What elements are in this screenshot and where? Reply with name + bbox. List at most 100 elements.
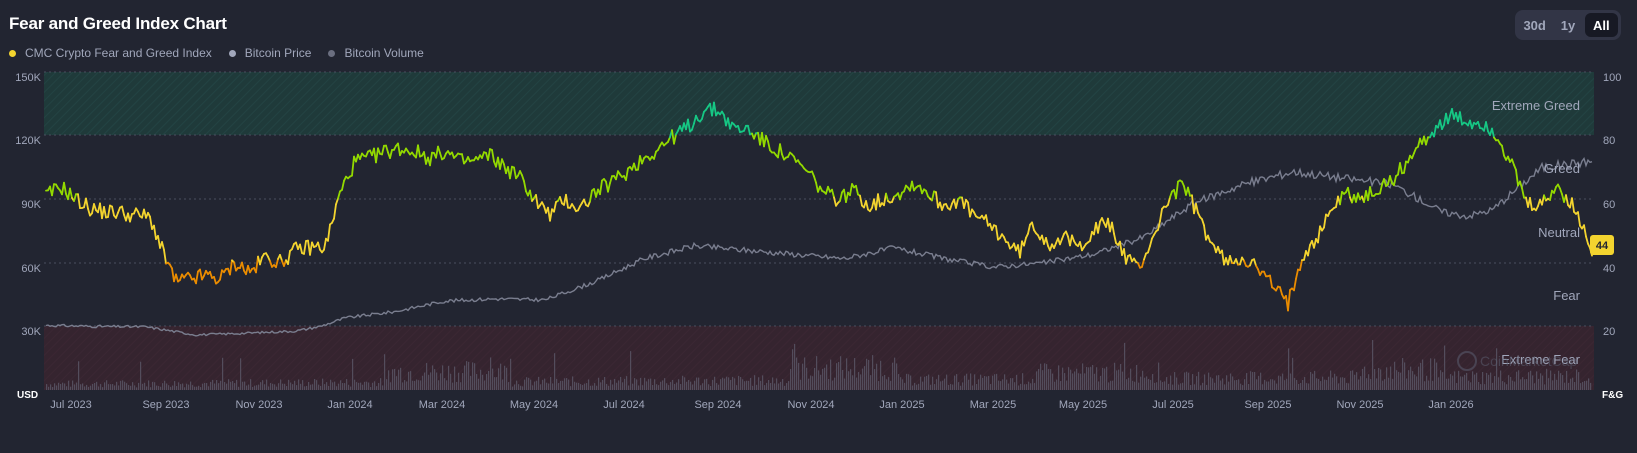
volume-bar [926,375,928,390]
volume-bar [1028,381,1030,390]
legend-item-fear-greed[interactable]: CMC Crypto Fear and Greed Index [9,46,212,60]
volume-bar [1298,383,1300,390]
volume-bar [676,382,678,390]
page-title: Fear and Greed Index Chart [9,14,227,33]
volume-bar [334,381,336,390]
x-tick-label: May 2024 [510,399,558,411]
fear-greed-segment [153,224,157,241]
range-30d-button[interactable]: 30d [1523,17,1546,33]
volume-bar [782,379,784,390]
fear-greed-segment [1007,241,1011,250]
volume-bar [788,381,790,390]
volume-bar [512,386,514,390]
volume-bar [366,381,368,390]
volume-bar [968,379,970,390]
volume-bar [1248,383,1250,390]
volume-bar [420,380,422,390]
fear-greed-segment [269,260,273,268]
x-tick-label: Sep 2025 [1244,399,1291,411]
volume-bar [454,366,456,390]
volume-bar [776,378,778,390]
volume-bar [1328,376,1330,390]
volume-bar [1442,372,1444,390]
volume-bar [1500,370,1502,390]
volume-bar [1290,373,1292,390]
volume-bar [696,377,698,390]
volume-bar [1046,364,1048,390]
fear-greed-segment [625,167,629,182]
volume-bar [654,379,656,390]
volume-bar [1210,377,1212,390]
volume-bar [1006,379,1008,390]
volume-bar [1310,371,1312,390]
volume-bar [1154,382,1156,390]
volume-bar [364,381,366,390]
volume-bar [116,381,118,390]
volume-bar [1034,383,1036,390]
coinmarketcap-logo-icon [1457,351,1477,371]
volume-bar [236,379,238,390]
volume-bar [674,383,676,390]
fear-greed-segment [1065,230,1069,238]
volume-bar [1334,373,1336,390]
fear-greed-segment [691,122,695,131]
volume-bar [672,379,674,390]
volume-bar [220,380,222,390]
range-all-button[interactable]: All [1584,13,1618,37]
fear-greed-segment [255,255,259,274]
volume-bar [296,385,298,390]
fear-greed-segment [175,273,179,283]
fear-greed-segment [911,180,915,192]
fear-greed-segment [641,157,645,165]
volume-bar [858,372,860,390]
fear-greed-segment [1565,194,1569,207]
volume-bar [1082,363,1084,390]
volume-bar [352,358,354,390]
volume-bar [452,382,454,390]
volume-bar [1152,374,1154,390]
fear-greed-segment [229,259,233,276]
volume-bar [90,385,92,390]
volume-bar [1322,376,1324,390]
volume-bar [1540,373,1542,390]
volume-bar [120,380,122,390]
volume-bar [126,383,128,390]
fear-greed-segment [275,258,279,269]
fear-greed-segment [753,132,757,140]
fear-greed-segment [241,261,245,272]
volume-bar [64,383,66,390]
volume-bar [1080,373,1082,390]
volume-bar [100,384,102,390]
volume-bar [592,385,594,390]
range-1y-button[interactable]: 1y [1560,17,1576,33]
volume-bar [1514,381,1516,390]
fear-greed-segment [833,196,837,207]
volume-bar [460,382,462,390]
fear-greed-segment [501,158,505,166]
fear-greed-segment [521,174,525,183]
volume-bar [574,381,576,390]
volume-bar [1566,370,1568,390]
volume-bar [1484,384,1486,390]
volume-bar [670,382,672,390]
fear-greed-segment [85,197,89,210]
legend-item-bitcoin-price[interactable]: Bitcoin Price [228,46,311,60]
volume-bar [1380,369,1382,390]
fear-greed-segment [161,241,165,251]
volume-bar [738,375,740,390]
volume-bar [556,378,558,390]
volume-bar [594,383,596,390]
volume-bar [322,378,324,390]
volume-bar [996,373,998,390]
volume-bar [1580,383,1582,390]
fear-greed-segment [1553,186,1557,194]
volume-bar [772,377,774,390]
fear-greed-segment [1191,194,1195,215]
volume-bar [1508,375,1510,390]
volume-bar [1516,371,1518,390]
volume-bar [486,374,488,390]
volume-bar [840,356,842,390]
fear-greed-segment [1399,162,1403,175]
legend-item-bitcoin-volume[interactable]: Bitcoin Volume [328,46,424,60]
